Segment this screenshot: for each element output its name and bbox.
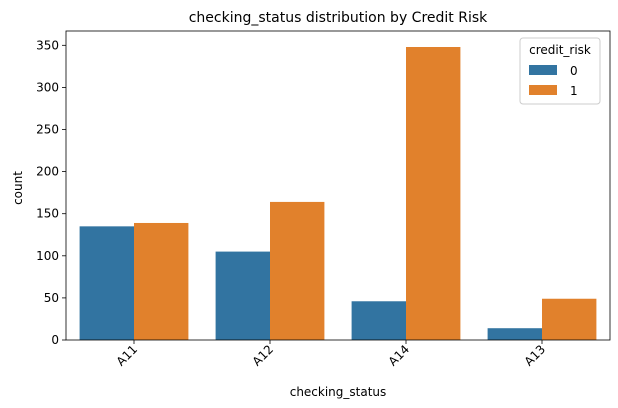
y-tick-label: 200 [36, 165, 59, 179]
x-tick-label-a14: A14 [386, 342, 413, 369]
plot-area: 0 50 100 150 200 250 300 350 A11 A12 A14 A13 [36, 30, 611, 369]
legend-label-0: 0 [570, 64, 578, 78]
bar-a12-series-0 [215, 251, 270, 340]
bar-a12-series-1 [270, 201, 325, 340]
legend-label-1: 1 [570, 84, 578, 98]
bar-a13-series-1 [542, 298, 597, 340]
bar-a11-series-1 [134, 222, 189, 340]
y-tick-label: 350 [36, 38, 59, 52]
x-axis-label: checking_status [290, 385, 387, 399]
y-tick-label: 250 [36, 123, 59, 137]
legend-swatch-0 [529, 65, 557, 75]
x-tick-label-a13: A13 [522, 342, 549, 369]
bar-a13-series-0 [487, 328, 542, 340]
bar-a11-series-0 [79, 226, 134, 340]
x-tick-label-a12: A12 [250, 342, 277, 369]
y-tick-label: 150 [36, 207, 59, 221]
legend-title: credit_risk [529, 43, 591, 57]
y-tick-label: 300 [36, 80, 59, 94]
bar-a14-series-1 [406, 47, 461, 340]
legend-swatch-1 [529, 85, 557, 95]
y-axis-label: count [11, 171, 25, 205]
x-tick-label-a11: A11 [114, 342, 141, 369]
y-tick-label: 100 [36, 249, 59, 263]
legend: credit_risk 0 1 [519, 37, 601, 105]
axes-frame [65, 30, 611, 341]
chart-title: checking_status distribution by Credit R… [189, 10, 488, 26]
y-tick-label: 50 [44, 291, 59, 305]
y-tick-label: 0 [51, 333, 59, 347]
bar-a14-series-0 [351, 301, 406, 340]
